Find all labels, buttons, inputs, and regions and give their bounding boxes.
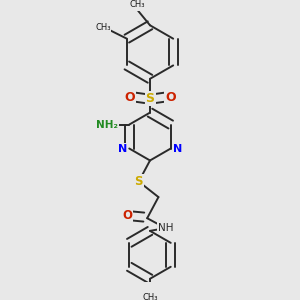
Text: NH: NH	[158, 223, 173, 233]
Text: CH₃: CH₃	[130, 0, 145, 9]
Text: S: S	[134, 175, 143, 188]
Text: NH₂: NH₂	[96, 120, 118, 130]
Text: N: N	[173, 143, 182, 154]
Text: N: N	[118, 143, 127, 154]
Text: O: O	[124, 91, 135, 103]
Text: CH₃: CH₃	[95, 23, 111, 32]
Text: CH₃: CH₃	[142, 292, 158, 300]
Text: O: O	[165, 91, 175, 103]
Text: S: S	[146, 92, 154, 105]
Text: O: O	[122, 209, 132, 223]
